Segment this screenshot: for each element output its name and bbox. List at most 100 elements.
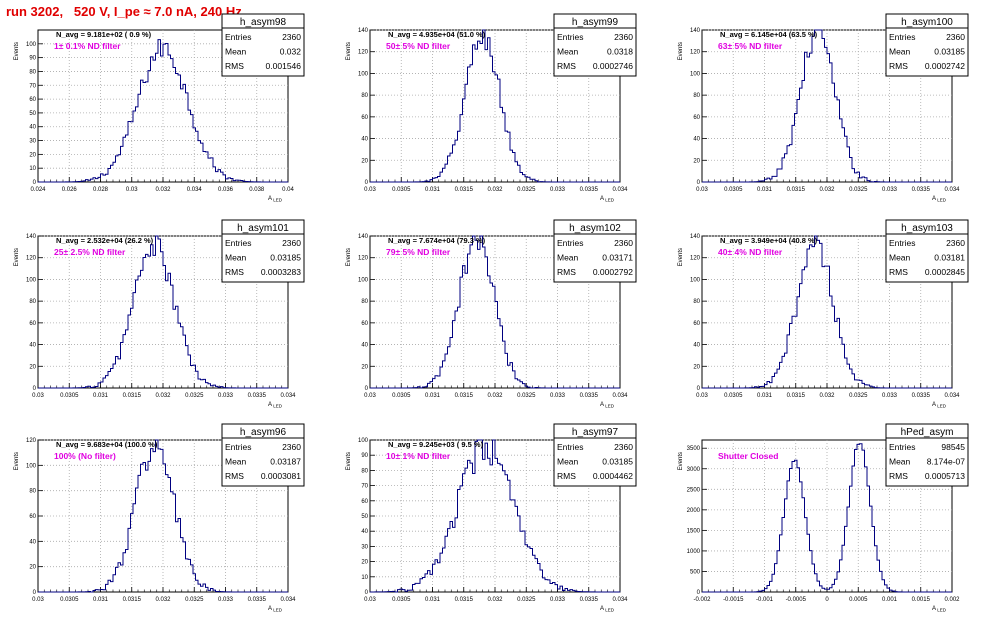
histogram-line [369,439,621,593]
y-axis-label: Events [346,452,352,470]
x-tick-label: 0.032 [155,597,171,603]
y-tick-label: 3000 [687,467,701,473]
x-tick-label: 0.033 [218,597,234,603]
y-tick-label: 0 [365,386,369,392]
x-tick-label: -0.002 [693,597,711,603]
x-axis-label: A LED [932,606,947,613]
x-tick-label: 0.031 [93,597,109,603]
y-axis-label: Events [14,248,20,266]
x-tick-label: 0.0305 [724,187,743,193]
x-tick-label: 0.03 [364,597,376,603]
stats-value: 0.03185 [934,47,965,57]
stats-label: Entries [889,32,915,42]
y-tick-label: 100 [26,42,37,48]
y-axis-label: Events [346,42,352,60]
histogram-panel-h_asym101: 0.03 0.0305 0.031 0.0315 0.032 0.0325 0.033 0.0… [14,219,305,409]
y-tick-label: 60 [361,321,368,327]
stats-box [553,219,637,283]
y-tick-label: 0 [33,590,37,596]
filter-label: 1± 0.1% ND filter [54,41,121,51]
stats-label: Mean [225,457,247,467]
y-tick-label: 40 [29,343,36,349]
stats-label: Entries [889,238,915,248]
y-tick-label: 70 [361,484,368,490]
histogram-panel-h_asym97: 0.03 0.0305 0.031 0.0315 0.032 0.0325 0.033 0.0… [346,423,637,613]
stats-box [553,423,637,487]
x-tick-label: 0 [825,597,829,603]
x-tick-label: 0.031 [425,187,441,193]
histogram-line [37,39,289,183]
stats-value: 8.174e-07 [927,457,966,467]
histogram-panel-h_asym99: 0.03 0.0305 0.031 0.0315 0.032 0.0325 0.033 0.0… [346,13,637,203]
y-tick-label: 80 [361,299,368,305]
stats-box [221,13,305,77]
stats-value: 0.03181 [934,253,965,263]
y-tick-label: 0 [697,386,701,392]
stats-value: 2360 [282,32,301,42]
histogram-line [370,29,620,183]
y-tick-label: 140 [358,28,369,34]
y-tick-label: 120 [358,50,369,56]
y-tick-label: 90 [361,453,368,459]
x-tick-label: 0.024 [30,187,46,193]
y-axis-label: Events [678,42,684,60]
x-tick-label: 0.032 [819,393,835,399]
y-tick-label: 30 [361,544,368,550]
y-tick-label: 40 [693,137,700,143]
x-tick-label: 0.033 [550,597,566,603]
x-tick-label: 0.031 [425,597,441,603]
stats-label: RMS [225,61,244,71]
y-tick-label: 100 [26,463,37,469]
y-tick-label: 60 [693,321,700,327]
stats-label: Mean [889,253,911,263]
stats-label: Mean [889,47,911,57]
filter-label: 10± 1% ND filter [386,451,451,461]
y-tick-label: 120 [26,438,37,444]
stats-title: h_asym101 [237,223,289,234]
histogram-panel-h_asym96: 0.03 0.0305 0.031 0.0315 0.032 0.0325 0.033 0.0… [14,423,305,613]
histogram-panel-hPed_asym: -0.002 -0.0015 -0.001 -0.0005 0 0.0005 0.001 0.… [678,423,969,613]
histogram-line [702,443,952,593]
x-tick-label: 0.001 [882,597,898,603]
filter-label: 40± 4% ND filter [718,247,783,257]
x-tick-label: 0.03 [32,393,44,399]
stats-label: Mean [557,457,579,467]
stats-value: 0.0002746 [593,61,633,71]
histogram-line [702,29,952,183]
y-tick-label: 100 [690,71,701,77]
y-tick-label: 100 [690,277,701,283]
navg-label: N_avg = 9.683e+04 (100.0 %) [56,440,158,449]
stats-label: RMS [889,61,908,71]
y-tick-label: 40 [361,137,368,143]
x-tick-label: 0.034 [612,393,628,399]
y-tick-label: 2500 [687,487,701,493]
stats-value: 0.03187 [270,457,301,467]
stats-value: 0.0002845 [925,267,965,277]
y-tick-label: 1500 [687,528,701,534]
y-tick-label: 100 [358,277,369,283]
filter-label: 25± 2.5% ND filter [54,247,126,257]
x-tick-label: 0.0325 [849,393,868,399]
x-tick-label: 0.0315 [455,187,474,193]
x-tick-label: 0.0335 [912,187,931,193]
x-tick-label: 0.03 [696,393,708,399]
y-tick-label: 10 [29,166,36,172]
stats-value: 0.03171 [602,253,633,263]
y-tick-label: 3500 [687,446,701,452]
stats-label: Entries [557,238,583,248]
navg-label: N_avg = 4.935e+04 (51.0 %) [388,30,486,39]
x-tick-label: 0.0015 [912,597,931,603]
y-tick-label: 80 [29,299,36,305]
stats-label: RMS [889,267,908,277]
x-tick-label: 0.0305 [392,393,411,399]
navg-label: N_avg = 9.245e+03 ( 9.5 %) [388,440,484,449]
y-tick-label: 120 [358,256,369,262]
stats-value: 0.03185 [602,457,633,467]
stats-value: 2360 [282,442,301,452]
y-tick-label: 40 [693,343,700,349]
stats-label: Entries [889,442,915,452]
stats-label: RMS [557,267,576,277]
histogram-panel-h_asym103: 0.03 0.0305 0.031 0.0315 0.032 0.0325 0.033 0.0… [678,219,969,409]
y-tick-label: 60 [361,499,368,505]
stats-title: h_asym103 [901,223,953,234]
